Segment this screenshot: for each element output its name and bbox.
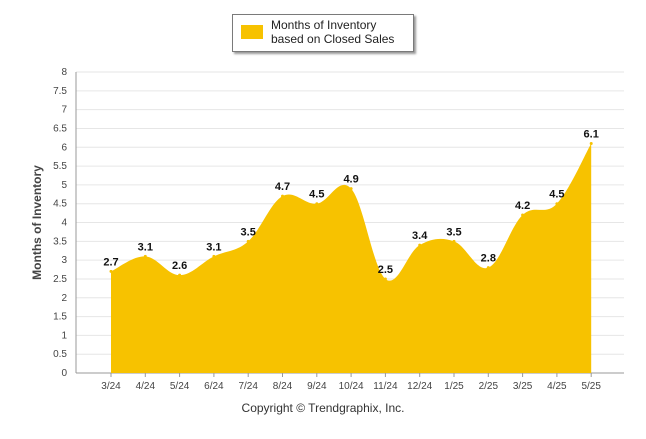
x-tick-label: 3/24 [101, 381, 121, 392]
data-point [452, 239, 456, 243]
y-tick-label: 2.5 [53, 274, 67, 285]
x-tick-label: 2/25 [479, 381, 499, 392]
y-tick-label: 6 [61, 142, 67, 153]
x-tick-label: 11/24 [373, 381, 398, 392]
x-tick-label: 9/24 [307, 381, 327, 392]
x-tick-label: 3/25 [513, 381, 533, 392]
data-point [315, 202, 319, 206]
y-axis-title: Months of Inventory [30, 165, 44, 280]
data-label: 3.1 [138, 241, 153, 253]
data-label: 4.9 [343, 174, 358, 186]
data-point [109, 269, 113, 273]
y-tick-label: 0.5 [53, 349, 67, 360]
x-tick-label: 4/24 [136, 381, 156, 392]
data-label: 3.5 [241, 226, 256, 238]
x-tick-label: 12/24 [407, 381, 432, 392]
x-tick-label: 7/24 [238, 381, 258, 392]
y-tick-label: 4.5 [53, 199, 67, 210]
x-tick-label: 5/24 [170, 381, 190, 392]
x-tick-label: 1/25 [444, 381, 464, 392]
data-point [555, 202, 559, 206]
y-tick-label: 3.5 [53, 236, 67, 247]
data-point [486, 266, 490, 270]
y-tick-label: 2 [61, 293, 67, 304]
data-point [178, 273, 182, 277]
data-label: 3.1 [206, 241, 221, 253]
y-tick-label: 4 [61, 218, 67, 229]
data-label: 2.5 [378, 264, 393, 276]
x-tick-label: 6/24 [204, 381, 224, 392]
y-tick-label: 1.5 [53, 312, 67, 323]
data-point [589, 141, 593, 145]
copyright-text: Copyright © Trendgraphix, Inc. [241, 401, 405, 415]
legend-swatch [241, 25, 263, 39]
data-label: 2.8 [481, 253, 496, 265]
data-point [143, 254, 147, 258]
data-label: 6.1 [584, 128, 599, 140]
x-tick-label: 5/25 [581, 381, 601, 392]
data-point [349, 187, 353, 191]
data-label: 3.4 [412, 230, 428, 242]
data-point [383, 277, 387, 281]
data-label: 4.5 [309, 189, 324, 201]
data-point [246, 239, 250, 243]
data-point [212, 254, 216, 258]
data-label: 3.5 [446, 226, 461, 238]
legend: Months of Inventory based on Closed Sale… [232, 14, 414, 52]
y-tick-label: 0 [61, 368, 67, 379]
x-tick-label: 4/25 [547, 381, 567, 392]
area-series [111, 143, 592, 373]
y-tick-label: 1 [61, 330, 67, 341]
data-point [521, 213, 525, 217]
y-tick-label: 7 [61, 105, 67, 116]
data-point [418, 243, 422, 247]
x-tick-label: 10/24 [339, 381, 364, 392]
data-point [281, 194, 284, 198]
y-tick-label: 6.5 [53, 123, 67, 134]
y-tick-label: 8 [61, 67, 67, 78]
x-tick-label: 8/24 [273, 381, 293, 392]
y-tick-label: 3 [61, 255, 67, 266]
data-label: 4.2 [515, 200, 530, 212]
y-tick-label: 5.5 [53, 161, 67, 172]
data-label: 4.7 [275, 181, 290, 193]
y-tick-label: 5 [61, 180, 67, 191]
legend-label: Months of Inventory based on Closed Sale… [271, 18, 395, 46]
data-label: 4.5 [549, 189, 564, 201]
data-label: 2.7 [103, 256, 118, 268]
y-tick-label: 7.5 [53, 86, 67, 97]
data-label: 2.6 [172, 260, 187, 272]
